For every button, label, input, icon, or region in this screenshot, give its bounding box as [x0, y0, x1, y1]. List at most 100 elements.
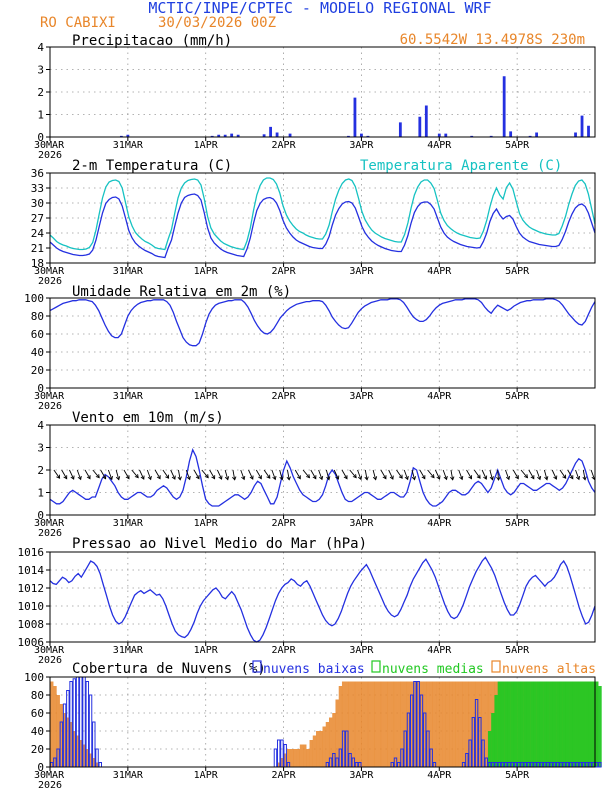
humidity-title: Umidade Relativa em 2m (%) — [72, 284, 291, 300]
wind-barb-head — [544, 476, 549, 481]
precip-bar — [119, 135, 123, 137]
cloud-bar-high — [306, 749, 310, 767]
wind-barb-head — [382, 475, 387, 480]
precip-bar — [470, 135, 474, 137]
cloud-bar-high — [484, 681, 489, 767]
wind-barb-head — [134, 474, 139, 479]
wind-xtick-label: 4APR — [427, 518, 452, 529]
cloud-bar-mid — [530, 681, 534, 767]
cloud-bar-high — [471, 681, 476, 767]
cloud-bar-mid — [533, 681, 537, 767]
precip-bar — [288, 133, 292, 137]
cloud-bar-high — [371, 681, 375, 767]
precip-year-label: 2026 — [38, 150, 62, 161]
wind-barb-head — [241, 475, 246, 481]
cloud-bar-mid — [517, 681, 521, 767]
wind-barb — [216, 469, 223, 480]
clouds-xtick-label: 3APR — [349, 770, 374, 781]
temp-xtick-label: 1APR — [194, 266, 219, 277]
cloud-bar-mid — [552, 681, 557, 767]
wind-barb-head — [102, 475, 107, 480]
temp-title: 2-m Temperatura (C) — [72, 158, 232, 174]
cloud-bar-high — [361, 681, 365, 767]
wind-barb — [434, 469, 441, 480]
wind-ytick-label: 3 — [37, 442, 44, 455]
cloud-bar-mid — [500, 681, 505, 767]
cloud-bar-high — [439, 681, 443, 767]
cloud-bar-high — [328, 717, 333, 767]
precip-ytick-label: 0 — [37, 131, 44, 144]
wind-barb-head — [489, 476, 494, 481]
wind-barb — [115, 469, 120, 480]
precip-bar — [366, 135, 370, 137]
wind-barb-head — [364, 476, 369, 481]
temp-xtick-label: 31MAR — [113, 266, 144, 277]
cloud-bar-high — [50, 681, 54, 767]
cloud-bar-high — [316, 731, 320, 767]
wind-ytick-label: 1 — [37, 487, 44, 500]
cloud-bar-mid — [513, 681, 518, 767]
wind-barb — [450, 469, 454, 480]
wind-barb — [84, 469, 91, 479]
clouds-ytick-label: 80 — [31, 689, 44, 702]
cloud-bar-high — [88, 753, 93, 767]
cloud-bar-high — [286, 749, 291, 767]
cloud-bar-high — [296, 749, 300, 767]
clouds-ytick-label: 100 — [24, 671, 44, 684]
wind-barb — [255, 469, 262, 479]
wind-barb — [310, 469, 317, 479]
wind-barb — [240, 469, 245, 480]
wind-barb-head — [56, 474, 61, 479]
wind-barb — [497, 469, 499, 481]
wind-barb — [341, 469, 348, 479]
wind-barb — [302, 469, 310, 478]
pressure-xtick-label: 4APR — [427, 645, 452, 656]
wind-barb — [481, 469, 487, 480]
wind-barb — [364, 469, 368, 480]
cloud-bar-mid — [588, 681, 592, 767]
wind-barb-head — [108, 475, 113, 481]
clouds-ytick-label: 0 — [37, 761, 44, 774]
wind-xtick-label: 2APR — [272, 518, 297, 529]
wind-barb — [411, 469, 416, 480]
clouds-year-label: 2026 — [38, 780, 62, 791]
humidity-ytick-label: 60 — [31, 328, 44, 341]
precip-bar — [437, 133, 441, 137]
cloud-bar-high — [338, 686, 343, 767]
cloud-bar-high — [429, 681, 433, 767]
wind-barb-head — [530, 475, 535, 480]
wind-barb — [505, 469, 510, 480]
clouds-ytick-label: 60 — [31, 707, 44, 720]
wind-barb — [333, 469, 339, 480]
cloud-bar-high — [468, 681, 472, 767]
cloud-bar-high — [413, 681, 417, 767]
wind-barb-head — [186, 475, 191, 481]
wind-barb-head — [537, 475, 542, 481]
wind-barb-head — [279, 476, 284, 481]
temp-legend-apparent: Temperatura Aparente (C) — [360, 158, 562, 174]
cloud-bar-high — [474, 681, 479, 767]
cloud-bar-high — [59, 704, 64, 767]
wind-barb — [201, 469, 209, 478]
cloud-bar-mid — [494, 695, 498, 767]
temp-series-line — [49, 193, 596, 259]
wind-barb — [388, 469, 394, 480]
wind-barb-head — [63, 475, 68, 480]
wind-barb — [271, 469, 276, 480]
precip-bar — [574, 132, 577, 137]
wind-barb — [92, 469, 100, 478]
temp-ytick-label: 18 — [31, 257, 44, 270]
pressure-year-label: 2026 — [38, 655, 62, 666]
wind-barb-head — [459, 475, 464, 481]
precip-bar — [230, 133, 234, 137]
wind-barb-head — [326, 476, 331, 481]
cloud-bar-mid — [591, 681, 596, 767]
cloud-bar-mid — [562, 681, 567, 767]
cloud-bar-mid — [504, 681, 508, 767]
wind-barb — [372, 469, 377, 480]
humidity-ytick-label: 80 — [31, 310, 44, 323]
cloud-bar-high — [432, 681, 437, 767]
precip-bar — [269, 126, 272, 137]
